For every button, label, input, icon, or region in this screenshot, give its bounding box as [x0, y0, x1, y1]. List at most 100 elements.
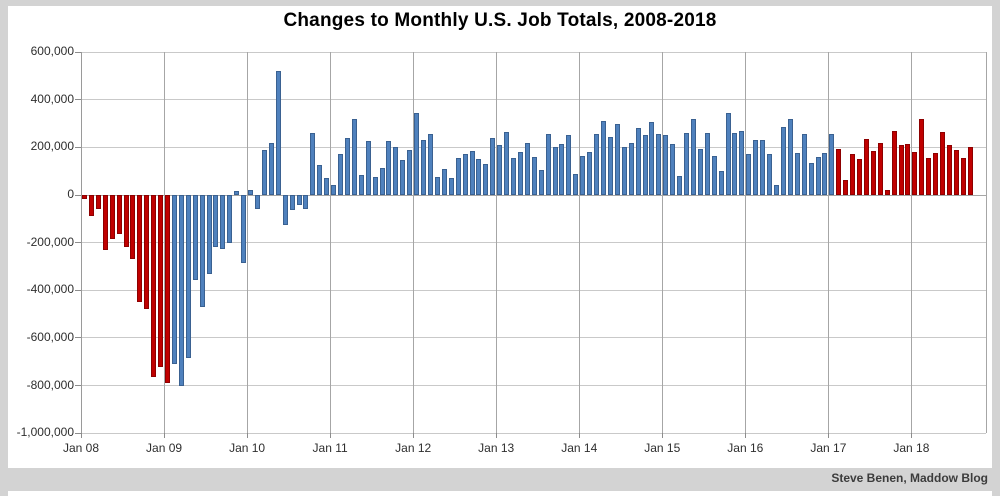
y-gridline	[81, 289, 986, 291]
y-gridline	[81, 146, 986, 148]
x-axis-label: Jan 16	[727, 441, 764, 455]
y-gridline	[81, 242, 986, 244]
y-axis-label: -800,000	[26, 377, 74, 392]
bar-month-27	[261, 149, 267, 195]
y-axis-tick	[75, 146, 81, 148]
bar-month-94	[725, 112, 731, 195]
bar-month-88	[684, 133, 690, 195]
bar-month-25	[248, 190, 254, 195]
bar-month-68	[545, 134, 551, 195]
x-axis-label: Jan 11	[312, 441, 348, 455]
bar-month-85	[663, 135, 669, 195]
bar-month-89	[690, 118, 696, 195]
bar-month-101	[774, 185, 779, 195]
bar-month-71	[566, 135, 572, 195]
bar-month-113	[857, 159, 863, 195]
y-axis-tick	[75, 432, 81, 434]
bar-month-121	[912, 152, 918, 195]
x-axis-label: Jan 09	[146, 441, 183, 455]
bar-month-82	[642, 135, 648, 195]
y-axis-tick	[75, 99, 81, 101]
bar-month-59	[483, 164, 489, 195]
bar-month-62	[504, 131, 510, 195]
bar-month-76	[601, 121, 606, 195]
x-axis-label: Jan 12	[395, 441, 432, 455]
bar-month-55	[455, 158, 461, 195]
bar-month-24	[241, 195, 247, 263]
year-gridline	[412, 52, 414, 434]
bar-month-16	[185, 195, 191, 359]
y-gridline	[81, 51, 986, 53]
bar-month-46	[393, 147, 399, 195]
year-gridline	[163, 52, 165, 434]
year-gridline	[910, 52, 912, 434]
bar-month-43	[372, 177, 378, 195]
bar-month-48	[407, 149, 413, 195]
bar-month-111	[843, 179, 849, 195]
bar-month-106	[808, 162, 814, 195]
bar-month-13	[165, 195, 171, 384]
x-axis-label: Jan 10	[229, 441, 266, 455]
bar-month-124	[933, 153, 939, 195]
y-gridline	[81, 99, 986, 101]
y-axis-tick	[75, 51, 81, 53]
x-axis-tick	[246, 433, 248, 439]
year-gridline	[578, 52, 580, 434]
bar-month-67	[538, 169, 544, 195]
bar-month-31	[289, 195, 295, 211]
bar-month-17	[192, 195, 198, 280]
bar-month-91	[704, 133, 710, 195]
y-gridline	[81, 432, 986, 434]
bar-month-103	[787, 118, 793, 195]
bar-month-83	[649, 122, 655, 195]
bar-month-50	[421, 140, 427, 195]
bar-month-58	[476, 159, 482, 195]
bar-month-3	[95, 195, 101, 210]
x-axis-label: Jan 13	[478, 441, 515, 455]
bar-month-129	[967, 147, 973, 195]
x-axis-tick	[910, 433, 912, 439]
bar-month-90	[697, 148, 703, 195]
bar-month-65	[524, 142, 530, 195]
bar-month-69	[552, 147, 558, 195]
bar-month-127	[953, 149, 959, 195]
year-gridline	[744, 52, 746, 434]
bar-month-104	[794, 153, 800, 195]
bar-month-80	[628, 142, 634, 195]
attribution-credit: Steve Benen, Maddow Blog	[831, 471, 988, 485]
bar-month-18	[199, 195, 205, 307]
bar-month-115	[870, 150, 876, 195]
bar-month-29	[275, 71, 281, 195]
bar-month-42	[365, 141, 371, 195]
x-axis-tick	[329, 433, 331, 439]
y-axis-tick	[75, 337, 81, 339]
bar-month-92	[711, 155, 717, 195]
bar-month-54	[448, 178, 454, 195]
bar-month-70	[559, 143, 565, 195]
zero-gridline	[81, 194, 986, 196]
bar-month-45	[386, 141, 392, 195]
bar-month-57	[469, 150, 475, 195]
bar-month-63	[511, 158, 517, 195]
bar-month-39	[344, 137, 350, 195]
bar-month-9	[137, 195, 143, 303]
y-axis-label: 0	[67, 187, 74, 201]
bar-month-4	[102, 195, 108, 250]
bar-month-126	[947, 144, 952, 195]
bar-month-1	[82, 195, 87, 199]
bar-month-118	[891, 130, 897, 195]
bar-month-81	[635, 128, 641, 195]
bar-month-23	[234, 191, 240, 195]
year-gridline	[827, 52, 829, 434]
bar-month-116	[877, 142, 883, 195]
y-axis-label: 200,000	[30, 139, 74, 154]
footer-strip	[8, 491, 992, 496]
bar-month-47	[400, 160, 406, 195]
bar-month-77	[607, 136, 613, 195]
x-axis-tick	[578, 433, 580, 439]
bar-month-128	[960, 158, 966, 195]
bar-month-8	[130, 195, 136, 260]
y-axis-tick	[75, 242, 81, 244]
bar-month-109	[829, 134, 835, 195]
